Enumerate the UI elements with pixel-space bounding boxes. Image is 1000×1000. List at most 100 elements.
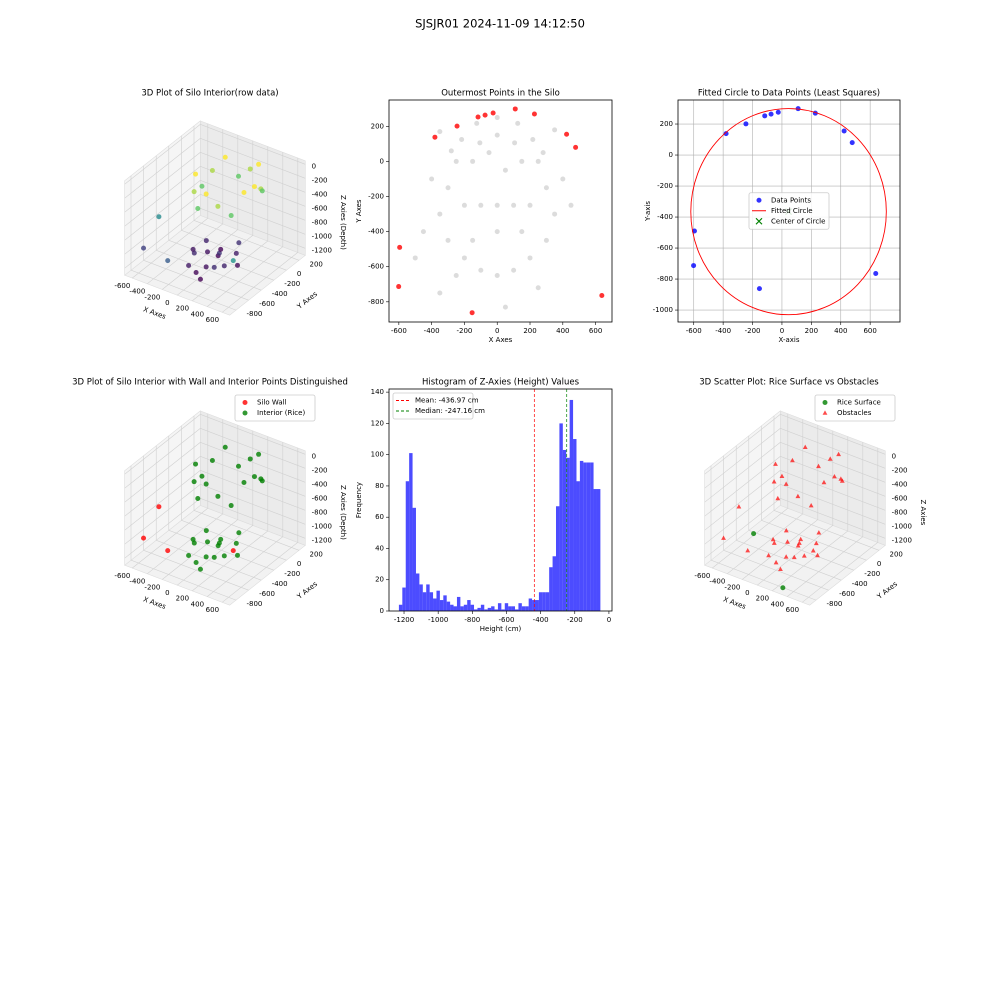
bar (501, 609, 505, 611)
point (515, 120, 521, 126)
point (849, 140, 855, 146)
y-tick-label: 0 (669, 151, 673, 159)
point (216, 250, 222, 256)
x-tick-label: -400 (129, 288, 145, 296)
y-tick-label: 0 (380, 157, 384, 165)
point (482, 112, 488, 118)
bar (528, 598, 533, 611)
y-tick-label: 0 (297, 270, 301, 278)
point (743, 121, 749, 127)
x-tick-label: -600 (499, 616, 515, 624)
point (519, 229, 525, 235)
bar (521, 606, 526, 611)
z-tick-label: -400 (312, 481, 328, 489)
point (218, 536, 224, 542)
z-axis-label: Z Axies (Depth) (339, 195, 347, 250)
point (211, 554, 217, 560)
bar (545, 592, 550, 611)
point (203, 554, 209, 560)
point (251, 184, 257, 190)
point (437, 129, 443, 135)
x-tick-label: -200 (144, 583, 160, 591)
y-tick-label: 200 (310, 550, 323, 558)
figure-title: SJSJR01 2024-11-09 14:12:50 (415, 17, 585, 31)
point (256, 451, 262, 457)
point (783, 527, 789, 533)
grid-line (124, 414, 306, 475)
point (530, 136, 536, 142)
point (543, 185, 549, 191)
point (836, 451, 841, 457)
z-tick-label: -400 (892, 481, 908, 489)
y-tick-label: -200 (368, 193, 384, 201)
point (573, 144, 579, 150)
point (141, 535, 147, 541)
legend-label: Mean: -436.97 cm (415, 397, 479, 405)
point (209, 458, 215, 464)
point (448, 148, 454, 154)
point (779, 473, 785, 479)
point (778, 566, 783, 572)
grid-line (124, 180, 306, 241)
z-tick-label: -600 (312, 495, 328, 503)
point (531, 111, 537, 117)
point (205, 249, 210, 255)
point (560, 176, 566, 182)
point (762, 113, 768, 119)
point (259, 188, 265, 194)
y-tick-label: 40 (375, 544, 384, 552)
bar (583, 462, 587, 611)
point (775, 495, 781, 501)
y-tick-label: 100 (371, 451, 384, 459)
bar (562, 449, 567, 611)
z-tick-label: -800 (312, 219, 328, 227)
bar (480, 604, 485, 611)
point (203, 191, 209, 197)
legend-label: Data Points (771, 196, 811, 204)
point (195, 495, 201, 501)
y-axis-label: Y-axis (644, 201, 652, 222)
axes-title: Fitted Circle to Data Points (Least Squa… (698, 89, 880, 99)
point (736, 504, 742, 509)
y-tick-label: 200 (660, 120, 673, 128)
point (437, 211, 443, 217)
z-tick-label: -400 (312, 191, 328, 199)
point (215, 493, 221, 499)
x-tick-label: -400 (424, 327, 440, 335)
point (437, 290, 443, 296)
bar (542, 592, 546, 611)
point (751, 531, 757, 537)
point (228, 503, 234, 509)
legend-symbol (756, 197, 762, 203)
point (552, 127, 558, 133)
legend-symbol (242, 410, 248, 416)
x-tick-label: -200 (567, 616, 583, 624)
bar (518, 603, 522, 611)
y-axis-label: Frequency (355, 482, 363, 518)
bar (436, 590, 440, 611)
x-tick-label: -800 (464, 616, 480, 624)
point (771, 479, 777, 484)
grid-line (124, 194, 306, 255)
point (474, 120, 480, 126)
legend-label: Fitted Circle (771, 207, 813, 215)
grid-line (704, 442, 886, 503)
point (233, 250, 239, 256)
x-tick-label: 200 (805, 327, 818, 335)
point (494, 115, 500, 121)
point (775, 109, 781, 115)
point (193, 171, 199, 177)
bar (429, 592, 434, 611)
point (216, 540, 222, 546)
x-axis-label: X-axis (779, 336, 800, 344)
x-tick-label: -1200 (394, 616, 414, 624)
z-tick-label: 0 (312, 453, 316, 461)
bar (590, 462, 594, 611)
point (478, 202, 484, 208)
point (459, 136, 465, 142)
legend-box (814, 394, 896, 422)
bar (453, 606, 457, 611)
z-tick-label: 0 (892, 453, 896, 461)
bar (525, 606, 529, 611)
point (222, 444, 228, 450)
